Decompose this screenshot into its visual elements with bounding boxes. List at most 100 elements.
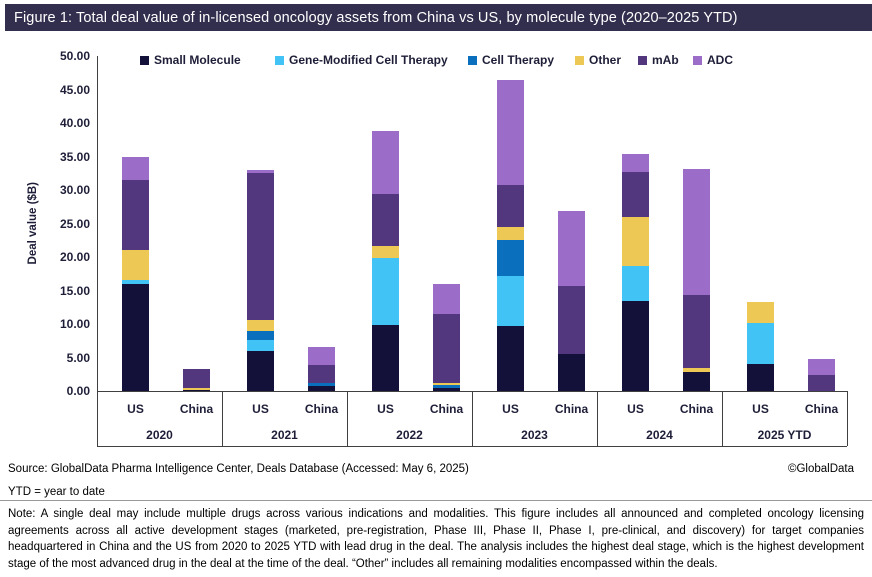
bar-segment-adc [433,283,460,314]
legend-swatch-icon [468,55,477,65]
y-axis-tick-label: 0.00 [66,384,90,398]
copyright-text: ©GlobalData [787,463,854,475]
legend-label: mAb [652,53,679,67]
x-axis-subcategory-label: China [679,402,714,416]
bar-segment-adc [247,169,274,173]
legend-item: ADC [693,53,733,67]
x-axis-subcategory-label: China [179,402,214,416]
x-axis-subcategory-label: China [804,402,839,416]
bar-segment-mab [808,374,835,391]
bar-segment-mab [122,179,149,250]
bar-segment-other [372,245,399,258]
bar-segment-mab [433,313,460,384]
bar-segment-adc [558,210,585,287]
bar-segment-mab [622,171,649,218]
category-separator-line [472,391,473,446]
bar-segment-mab [308,365,335,383]
bar-segment-other [622,217,649,266]
note-text: Note: A single deal may include multiple… [8,508,864,570]
legend-item: Small Molecule [140,53,241,67]
category-separator-line [847,391,848,446]
y-axis-tick-label: 30.00 [59,183,90,197]
bar-segment-small-molecule [308,385,335,391]
bar-segment-other [683,367,710,372]
bar-segment-adc [372,131,399,194]
bar-segment-adc [808,358,835,375]
bar-segment-cell-therapy [247,331,274,341]
legend-label: Other [589,53,622,67]
legend-label: ADC [707,53,733,67]
bar-segment-small-molecule [372,324,399,391]
legend-label: Small Molecule [154,53,241,67]
x-axis-subcategory-label: US [377,402,394,416]
legend-swatch-icon [693,55,702,65]
bar-segment-cell-therapy [433,385,460,389]
y-axis-tick-label: 50.00 [59,49,90,63]
x-axis-subcategory-label: China [554,402,589,416]
x-axis-group-label: 2023 [521,428,548,442]
footer-divider [0,500,872,501]
bar-segment-small-molecule [558,354,585,391]
bar-segment-other [183,387,210,390]
y-axis-tick-label: 35.00 [59,149,90,164]
x-axis-subcategory-label: US [752,402,769,416]
category-separator-line [347,391,348,446]
bar-segment-mab [372,193,399,246]
bar-segment-mab [183,368,210,388]
bar-segment-adc [122,156,149,180]
x-axis-subcategory-label: US [502,402,519,416]
bar-segment-mab [247,172,274,321]
bar-segment-small-molecule [683,371,710,391]
x-axis-group-label: 2024 [646,428,673,442]
legend-swatch-icon [638,55,647,65]
bar-segment-mab [497,185,524,227]
legend-item: Other [575,53,621,67]
ytd-definition-text: YTD = year to date [8,486,105,498]
legend-label: Gene-Modified Cell Therapy [289,53,448,67]
y-axis-tick-label: 20.00 [59,250,90,264]
bar-segment-other [497,226,524,240]
legend-swatch-icon [275,55,284,65]
bar-segment-small-molecule [433,388,460,391]
legend-item: Gene-Modified Cell Therapy [275,53,448,67]
legend-swatch-icon [140,55,149,65]
y-axis-tick-label: 10.00 [59,317,90,331]
x-axis-subcategory-label: US [127,402,144,416]
bar-segment-mab [683,295,710,368]
y-axis-tick-label: 45.00 [59,82,90,97]
bar-segment-adc [683,169,710,296]
y-axis-tick-label: 25.00 [59,216,90,231]
y-axis-tick-label: 40.00 [59,116,90,130]
legend-item: Cell Therapy [468,53,554,67]
bar-segment-small-molecule [747,364,774,391]
bar-segment-small-molecule [247,350,274,391]
y-axis-tick-label: 5.00 [66,350,90,365]
category-separator-line [222,391,223,446]
figure-title: Figure 1: Total deal value of in-license… [14,9,738,26]
figure-title-bar: Figure 1: Total deal value of in-license… [5,4,872,31]
x-axis-subcategory-label: US [252,402,269,416]
x-axis-group-label: 2021 [271,428,298,442]
bar-segment-gene-modified-cell-therapy [747,323,774,365]
y-axis-line [97,56,98,446]
bar-segment-gene-modified-cell-therapy [622,265,649,301]
x-axis-subcategory-label: China [304,402,339,416]
category-separator-line [722,391,723,446]
bar-segment-gene-modified-cell-therapy [122,279,149,284]
category-separator-line [597,391,598,446]
bar-segment-other [122,249,149,280]
bar-segment-small-molecule [122,283,149,391]
bar-segment-other [747,301,774,324]
x-axis-group-label: 2022 [396,428,423,442]
x-axis-subcategory-label: China [429,402,464,416]
bar-segment-adc [308,347,335,366]
bar-segment-other [433,383,460,386]
bar-segment-mab [558,286,585,355]
bar-segment-gene-modified-cell-therapy [247,340,274,351]
source-text: Source: GlobalData Pharma Intelligence C… [8,463,469,475]
bar-segment-other [247,320,274,332]
x-axis-subcategory-label: US [627,402,644,416]
category-box-bottom-line [97,446,847,447]
legend-item: mAb [638,53,679,67]
